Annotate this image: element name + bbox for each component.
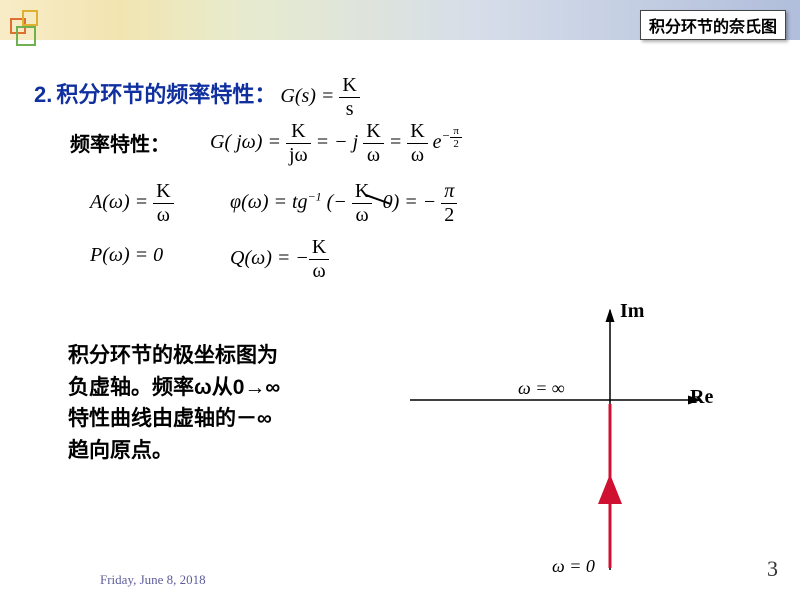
re-axis-label: Re (690, 386, 713, 409)
eq-amplitude: A(ω) = Kω (90, 180, 174, 227)
section-title: 积分环节的频率特性： (56, 82, 276, 107)
omega-zero-label: ω = 0 (552, 556, 595, 577)
eq-real-part: P(ω) = 0 (90, 244, 163, 267)
description-text: 积分环节的极坐标图为 负虚轴。频率ω从0→∞ 特性曲线由虚轴的－∞ 趋向原点。 (68, 340, 280, 466)
eq-imag-part: Q(ω) = −Kω (230, 236, 329, 283)
slide-date: Friday, June 8, 2018 (100, 572, 206, 588)
page-number: 3 (767, 556, 778, 582)
eq-phase: φ(ω) = tg−1 (− Kω / 0) = − π2 (230, 180, 457, 227)
slide-title-box: 积分环节的奈氏图 (640, 10, 786, 40)
freq-label: 频率特性： (70, 134, 170, 156)
omega-infinity-label: ω = ∞ (518, 378, 565, 399)
eq-g-jw: G( jω) = Kjω = − j Kω = Kω e−π2 (210, 120, 462, 167)
eq-transfer-function: G(s) = Ks (280, 85, 360, 107)
im-axis-label: Im (620, 300, 644, 323)
section-number: 2. (34, 82, 52, 107)
nyquist-diagram: Im Re ω = ∞ ω = 0 (370, 300, 730, 580)
